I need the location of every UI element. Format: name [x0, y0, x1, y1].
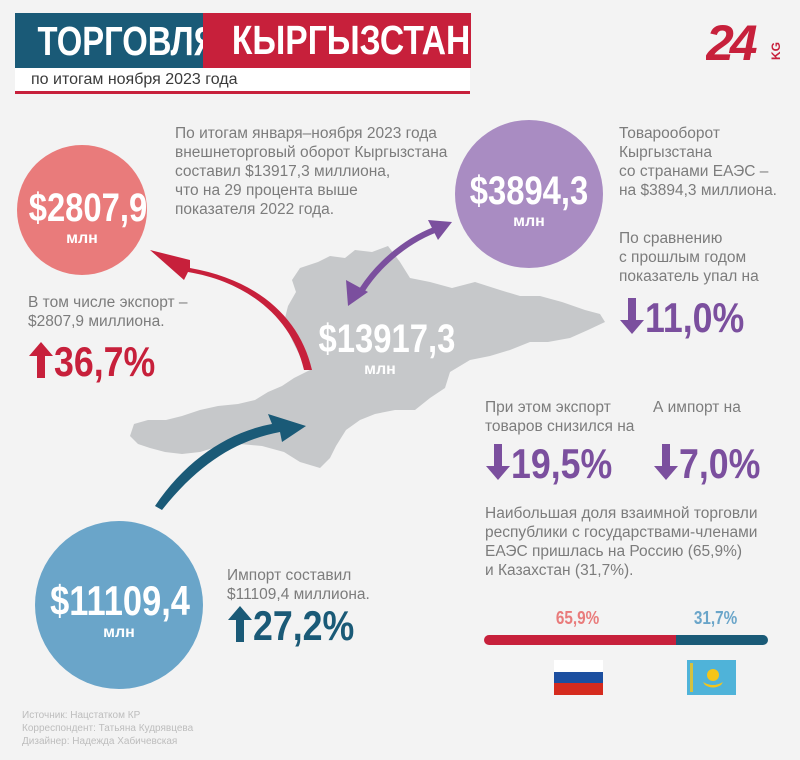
russia-share-label-text: 65,9%	[555, 608, 600, 628]
eaeu-arrow-head-top-icon	[428, 220, 452, 240]
eaeu-description: Товарооборот Кыргызстана со странами ЕАЭ…	[619, 125, 777, 199]
eaeu-value: $3894,3	[469, 169, 589, 213]
eaeu-import-change: 7,0%	[653, 442, 775, 486]
kazakhstan-share-label-text: 31,7%	[693, 608, 738, 628]
eaeu-arrow-head-bottom-icon	[346, 280, 368, 306]
logo-suffix: KG	[769, 42, 783, 60]
eaeu-compare-description: По сравнению с прошлым годом показатель …	[619, 230, 759, 285]
eaeu-circle: $3894,3 млн	[455, 120, 603, 268]
eaeu-double-arrow-icon	[359, 225, 441, 292]
import-arrow-icon	[155, 414, 306, 510]
import-unit: млн	[103, 624, 135, 641]
arrow-down-icon	[620, 298, 644, 334]
russia-flag-icon	[554, 660, 603, 695]
import-value: $11109,4	[50, 577, 190, 624]
export-arrow-icon	[150, 250, 312, 370]
eaeu-export-change: 19,5%	[485, 442, 630, 486]
eaeu-change-value: 11,0%	[645, 294, 745, 341]
header-title: ТОРГОВЛЯ КЫРГЫЗСТАНА	[15, 13, 471, 68]
import-circle: $11109,4 млн	[35, 521, 203, 689]
arrow-up-icon	[29, 342, 53, 378]
kazakhstan-share-bar	[676, 635, 768, 645]
export-circle: $2807,9 млн	[17, 145, 147, 275]
eaeu-unit: млн	[513, 213, 545, 230]
title-left-block	[15, 13, 203, 68]
title-right-block: КЫРГЫЗСТАНА	[203, 13, 471, 68]
center-description: По итогам января–ноября 2023 года внешне…	[175, 125, 448, 218]
center-unit: млн	[364, 361, 396, 378]
title-left-wrap: ТОРГОВЛЯ	[15, 13, 217, 68]
logo-24-icon: 24 KG	[705, 15, 783, 71]
russia-share-bar	[484, 635, 676, 645]
russia-share-label: 65,9%	[552, 608, 603, 629]
import-change: 27,2%	[227, 604, 372, 648]
arrow-down-icon	[486, 444, 510, 480]
eaeu-import-change-value: 7,0%	[679, 440, 761, 487]
eaeu-export-change-value: 19,5%	[511, 440, 613, 487]
credits: Источник: Нацстатком КР Корреспондент: Т…	[22, 710, 194, 747]
title-left: ТОРГОВЛЯ	[37, 18, 218, 64]
export-value: $2807,9	[28, 186, 148, 230]
export-description: В том числе экспорт – $2807,9 миллиона.	[28, 294, 188, 330]
center-value: $13917,3	[318, 317, 456, 361]
arrow-up-icon	[228, 606, 252, 642]
kazakhstan-share-label: 31,7%	[690, 608, 741, 629]
export-change: 36,7%	[28, 340, 173, 384]
eaeu-change: 11,0%	[619, 296, 762, 340]
kazakhstan-flag-icon	[687, 660, 736, 695]
logo: 24 KG	[705, 15, 784, 71]
arrow-down-icon	[654, 444, 678, 480]
eaeu-share-description: Наибольшая доля взаимной торговли респуб…	[485, 505, 758, 579]
export-unit: млн	[66, 230, 98, 247]
subtitle: по итогам ноября 2023 года	[15, 68, 470, 94]
eaeu-import-description: А импорт на	[653, 399, 741, 416]
export-change-value: 36,7%	[54, 338, 156, 385]
logo-number: 24	[706, 18, 757, 64]
import-change-value: 27,2%	[253, 602, 355, 649]
kyrgyzstan-map-icon	[130, 246, 605, 468]
center-total: $13917,3 млн	[305, 317, 456, 380]
import-description: Импорт составил $11109,4 миллиона.	[227, 567, 370, 603]
subtitle-text: по итогам ноября 2023 года	[31, 71, 238, 88]
eaeu-export-description: При этом экспорт товаров снизился на	[485, 399, 635, 435]
title-right: КЫРГЫЗСТАНА	[231, 17, 471, 63]
